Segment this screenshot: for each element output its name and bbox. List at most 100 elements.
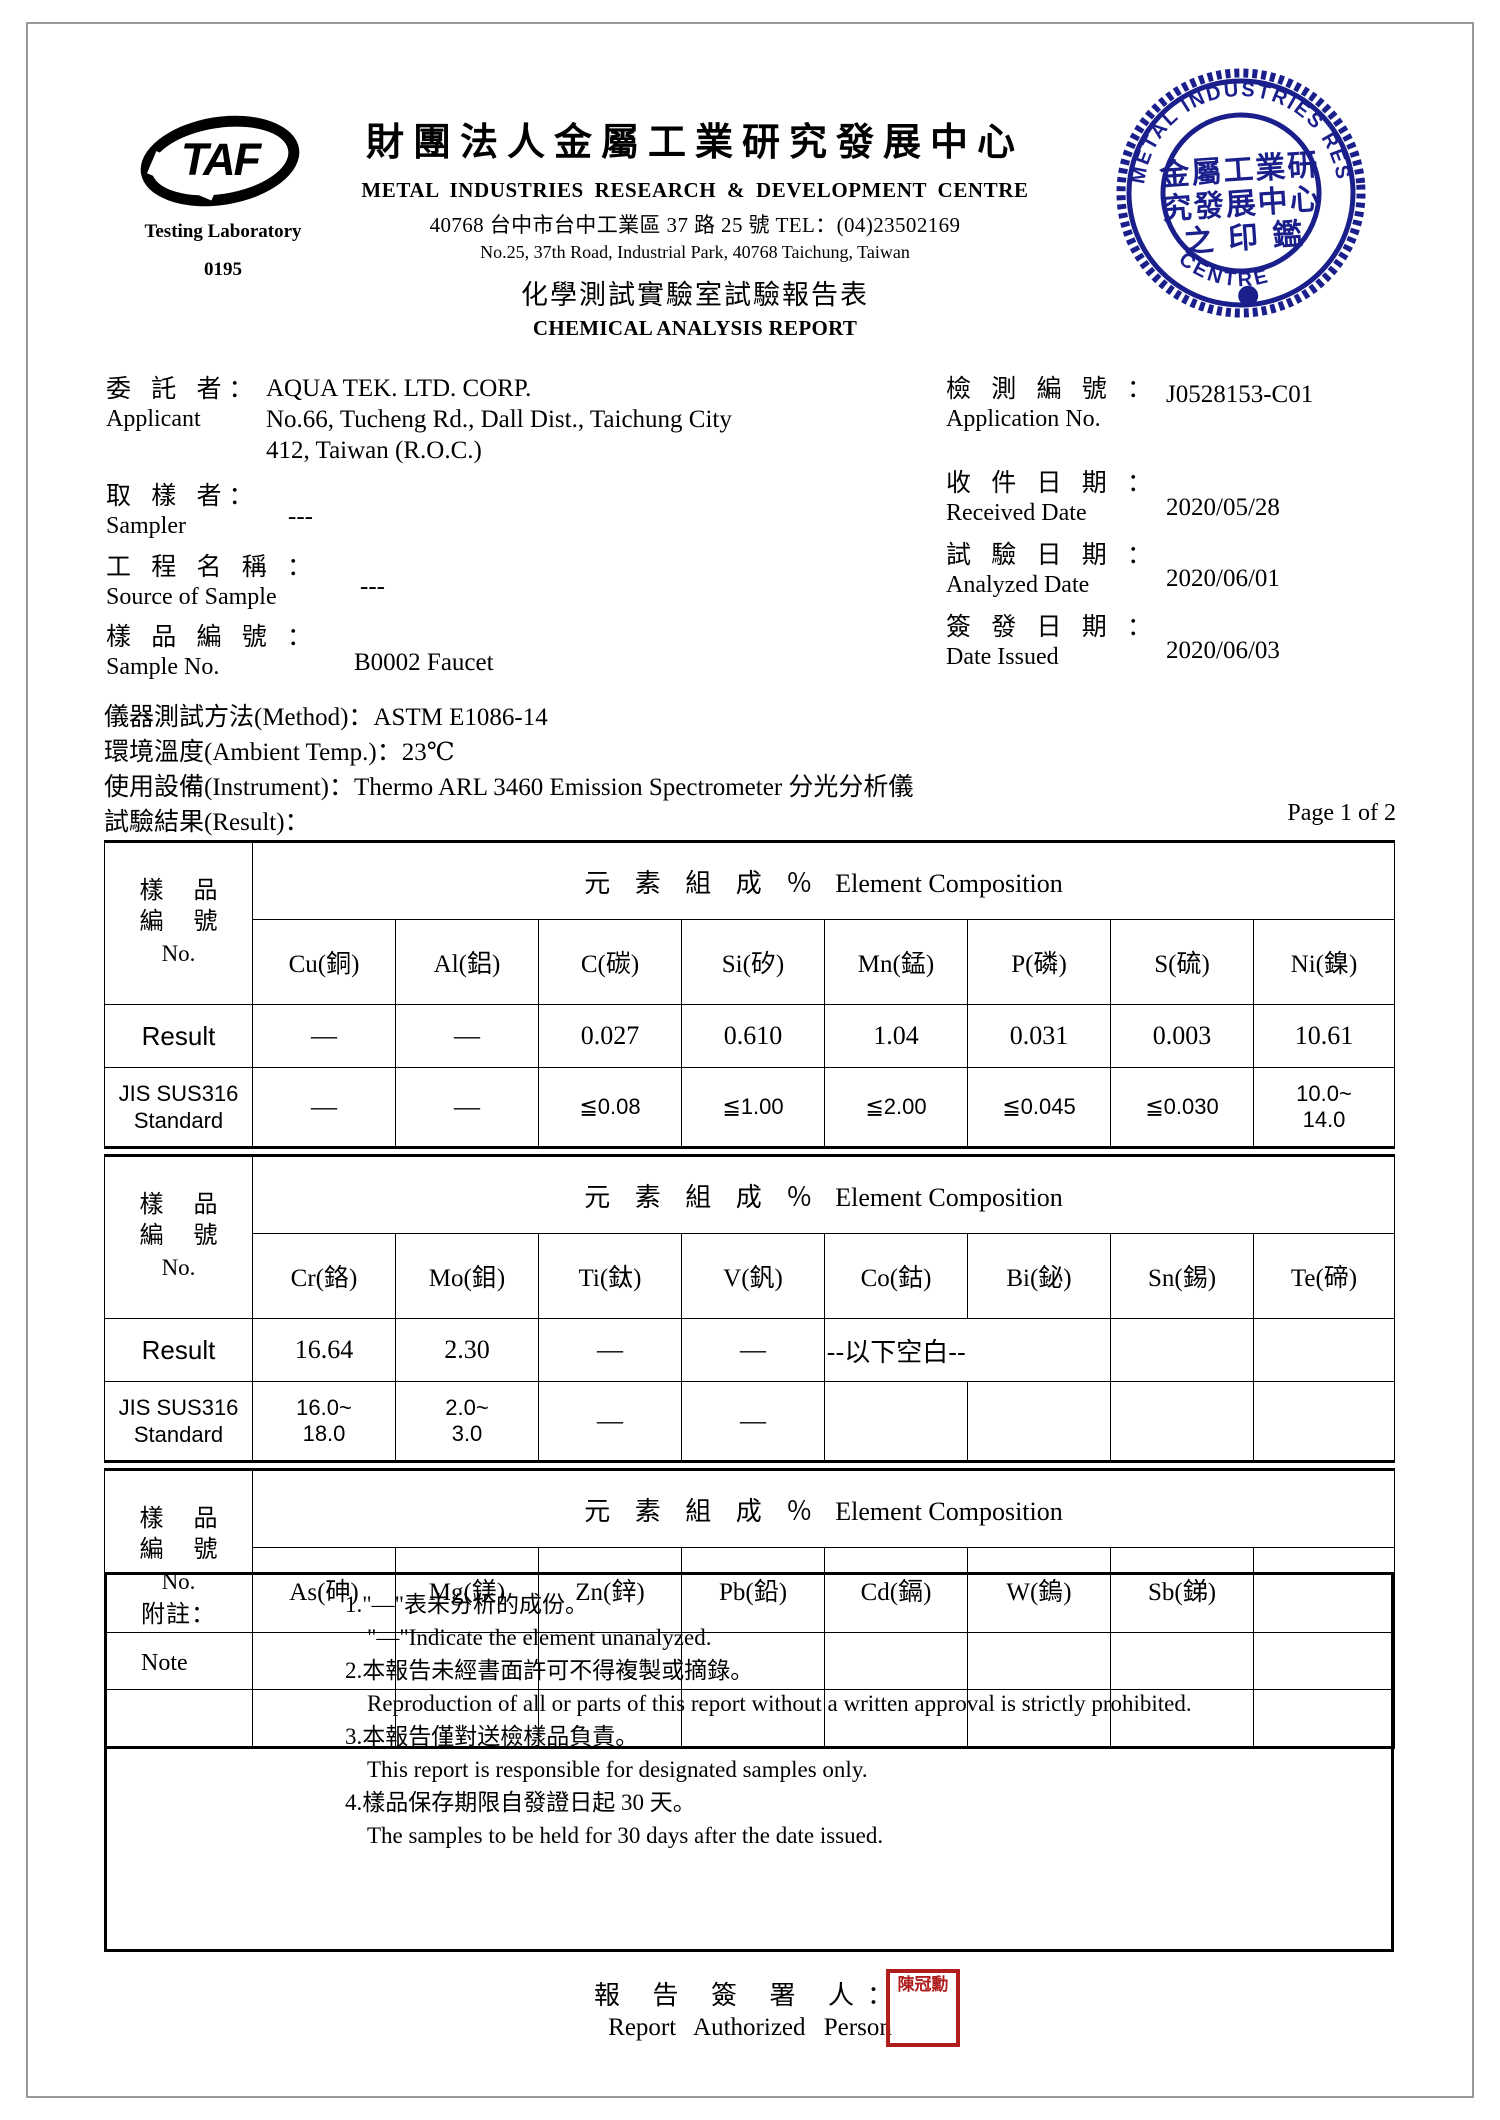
table-row: JIS SUS316 Standard — — ≦0.08 ≦1.00 ≦2.0… — [104, 1067, 1396, 1149]
t2-standard-4 — [824, 1381, 968, 1463]
application-no-value: J0528153-C01 — [1166, 381, 1314, 408]
t2-standard-1: 2.0~ 3.0 — [395, 1381, 539, 1463]
notes-label: 附註： Note — [141, 1591, 216, 1687]
t3-r1-7 — [1252, 1632, 1396, 1690]
sampler-label-en: Sampler — [106, 513, 186, 539]
applicant-address-1: No.66, Tucheng Rd., Dall Dist., Taichung… — [266, 406, 732, 433]
table-row: JIS SUS316 Standard 16.0~ 18.0 2.0~ 3.0 … — [104, 1381, 1396, 1463]
notes-list: 1."—"表未分析的成份。 "—"Indicate the element un… — [345, 1589, 1375, 1853]
ec-header-cn-t2: 元 素 組 成 ％ — [584, 1182, 822, 1212]
note-item-3-en: This report is responsible for designate… — [367, 1757, 868, 1782]
report-title-en: CHEMICAL ANALYSIS REPORT — [532, 316, 858, 340]
method-block: 儀器測試方法(Method)：ASTM E1086-14 環境溫度(Ambien… — [104, 700, 913, 840]
no-header-cn-1: 樣 品 — [139, 878, 230, 904]
table-row: Result 16.64 2.30 — — --以下空白-- — [104, 1318, 1396, 1382]
ec-header-cn: 元 素 組 成 ％ — [584, 868, 822, 898]
composition-table-3: 樣 品 編 號 No. 元 素 組 成 ％ Element Composition… — [104, 1468, 1396, 1749]
no-column-header: 樣 品 編 號 No. — [104, 840, 253, 1005]
no-column-header-2: 樣 品 編 號 No. — [104, 1154, 253, 1319]
t1-col-7: Ni(鎳) — [1252, 919, 1396, 1005]
t1-standard-3: ≦1.00 — [681, 1067, 825, 1149]
applicant-address-2: 412, Taiwan (R.O.C.) — [266, 437, 482, 464]
note-item-3: 3.本報告僅對送檢樣品負責。 — [345, 1724, 639, 1749]
t1-result-1: — — [395, 1004, 539, 1068]
received-date-label: 收 件 日 期 ： Received Date — [946, 469, 1159, 527]
t2-result-1: 2.30 — [395, 1318, 539, 1382]
t2-result-0: 16.64 — [252, 1318, 396, 1382]
t2-standard-0: 16.0~ 18.0 — [252, 1381, 396, 1463]
t2-result-7 — [1252, 1318, 1396, 1382]
t1-result-4: 1.04 — [824, 1004, 968, 1068]
t1-result-7: 10.61 — [1252, 1004, 1396, 1068]
note-item-1-en: "—"Indicate the element unanalyzed. — [367, 1625, 712, 1650]
source-of-sample-label: 工 程 名 稱 ： Source of Sample — [106, 553, 319, 611]
table-row — [104, 1632, 1396, 1690]
t1-result-label: Result — [104, 1004, 253, 1068]
t1-result-5: 0.031 — [967, 1004, 1111, 1068]
accreditation-number: 0195 — [204, 259, 242, 280]
composition-table-2: 樣 品 編 號 No. 元 素 組 成 ％ Element Composition… — [104, 1154, 1396, 1463]
t1-standard-7: 10.0~ 14.0 — [1252, 1067, 1396, 1149]
no-header-cn-2-t3: 編 號 — [139, 1537, 230, 1563]
date-issued-label: 簽 發 日 期 ： Date Issued — [946, 613, 1159, 671]
t1-result-0: — — [252, 1004, 396, 1068]
t3-r2-1 — [395, 1689, 539, 1749]
composition-table-1: 樣 品 編 號 No. 元 素 組 成 ％ Element Composition… — [104, 840, 1396, 1149]
report-footer: 報 告 簽 署 人： Report Authorized Person 陳冠勳 — [0, 1969, 1500, 2047]
no-header-cn-1-t2: 樣 品 — [139, 1192, 230, 1218]
page-number: Page 1 of 2 — [1287, 800, 1396, 826]
received-date-label-cn: 收 件 日 期 ： — [946, 470, 1160, 497]
t2-result-3: — — [681, 1318, 825, 1382]
notes-box: 附註： Note 1."—"表未分析的成份。 "—"Indicate the e… — [104, 1572, 1394, 1952]
received-date-value: 2020/05/28 — [1166, 494, 1280, 521]
t3-col-0: As(砷) — [252, 1547, 396, 1633]
applicant-label-en: Applicant — [106, 406, 201, 432]
t1-standard-6: ≦0.030 — [1110, 1067, 1254, 1149]
t2-col-7: Te(碲) — [1252, 1233, 1396, 1319]
no-header-cn-2: 編 號 — [139, 909, 230, 935]
t2-col-4: Co(鈷) — [824, 1233, 968, 1319]
t1-standard-1: — — [395, 1067, 539, 1149]
table-row — [104, 1689, 1396, 1749]
t1-standard-2: ≦0.08 — [538, 1067, 682, 1149]
t2-col-2: Ti(鈦) — [538, 1233, 682, 1319]
t1-result-2: 0.027 — [538, 1004, 682, 1068]
t1-standard-0: — — [252, 1067, 396, 1149]
t3-col-2: Zn(鋅) — [538, 1547, 682, 1633]
source-label-cn: 工 程 名 稱 ： — [106, 554, 320, 581]
authorized-person-cn: 報 告 簽 署 人： — [593, 1981, 906, 2010]
sampler-value: --- — [288, 503, 313, 530]
t3-r2-2 — [538, 1689, 682, 1749]
no-column-header-3: 樣 品 編 號 No. — [104, 1468, 253, 1633]
t1-col-2: C(碳) — [538, 919, 682, 1005]
t3-r1-6 — [1110, 1632, 1254, 1690]
t3-r2-3 — [681, 1689, 825, 1749]
sample-no-label-en: Sample No. — [106, 654, 220, 680]
t1-col-5: P(磷) — [967, 919, 1111, 1005]
t2-std-label-1: JIS SUS316 — [118, 1395, 239, 1420]
date-issued-value: 2020/06/03 — [1166, 637, 1280, 664]
accreditation-block: TAF Testing Laboratory 0195 — [108, 105, 338, 281]
sample-no-value: B0002 Faucet — [354, 649, 494, 676]
t3-r2-0 — [252, 1689, 396, 1749]
t2-col-5: Bi(鉍) — [967, 1233, 1111, 1319]
t1-std-label-2: Standard — [133, 1108, 224, 1133]
t3-r2-7 — [1252, 1689, 1396, 1749]
date-issued-label-en: Date Issued — [946, 644, 1059, 670]
note-item-4-en: The samples to be held for 30 days after… — [367, 1823, 884, 1848]
t3-col-7 — [1252, 1547, 1396, 1633]
t3-r1-1 — [395, 1632, 539, 1690]
signature-stamp-text: 陳冠勳 — [897, 1975, 949, 1995]
sampler-label-cn: 取 樣 者： — [106, 483, 261, 510]
t2-standard-7 — [1252, 1381, 1396, 1463]
t3-col-6: Sb(銻) — [1110, 1547, 1254, 1633]
element-composition-header-2: 元 素 組 成 ％ Element Composition — [251, 1154, 1396, 1234]
ec-header-en-t3: Element Composition — [835, 1496, 1063, 1526]
t2-col-1: Mo(鉬) — [395, 1233, 539, 1319]
source-label-en: Source of Sample — [106, 584, 277, 610]
t2-result-6 — [1110, 1318, 1254, 1382]
t2-col-6: Sn(錫) — [1110, 1233, 1254, 1319]
analyzed-date-value: 2020/06/01 — [1166, 565, 1280, 592]
t3-r2-5 — [967, 1689, 1111, 1749]
